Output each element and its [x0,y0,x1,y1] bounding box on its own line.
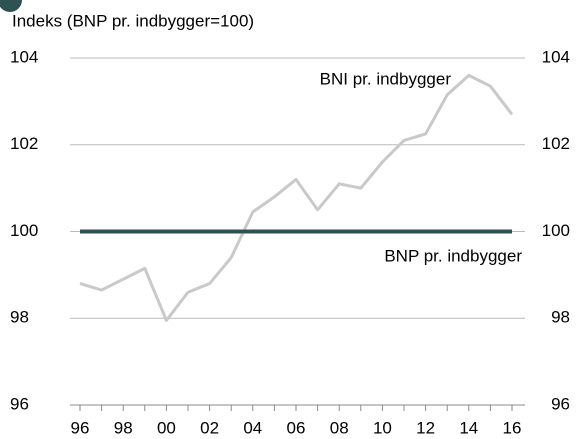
x-tick-label: 14 [459,418,478,437]
y-tick-label: 100 [10,221,38,240]
y2-tick-label: 96 [551,394,570,413]
y2-tick-label: 100 [542,221,570,240]
series-label: BNP pr. indbygger [384,246,522,265]
y-tick-label: 96 [10,394,29,413]
x-tick-label: 16 [503,418,522,437]
x-tick-label: 02 [200,418,219,437]
x-tick-label: 10 [373,418,392,437]
logo [0,0,22,12]
series-label: BNI pr. indbygger [320,69,452,88]
x-tick-label: 12 [416,418,435,437]
x-tick-label: 98 [114,418,133,437]
x-tick-label: 04 [243,418,262,437]
line [79,73,514,322]
y2-tick-label: 98 [551,308,570,327]
y-tick-label: 104 [10,47,38,66]
y-tick-label: 102 [10,134,38,153]
y2-tick-label: 104 [542,47,570,66]
y-tick-label: 98 [10,308,29,327]
y2-tick-label: 102 [542,134,570,153]
x-tick-label: 00 [157,418,176,437]
x-tick-label: 06 [287,418,306,437]
x-tick-label: 96 [71,418,90,437]
y-axis-label: Indeks (BNP pr. indbygger=100) [12,11,254,30]
x-tick-label: 08 [330,418,349,437]
